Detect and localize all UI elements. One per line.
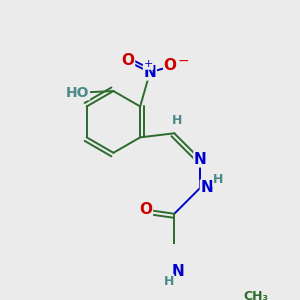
Text: H: H xyxy=(164,275,174,288)
Text: N: N xyxy=(172,264,185,279)
Text: −: − xyxy=(177,54,189,68)
Text: O: O xyxy=(140,202,152,217)
Text: O: O xyxy=(122,52,134,68)
Text: +: + xyxy=(144,59,153,69)
Text: N: N xyxy=(144,65,156,80)
Text: H: H xyxy=(213,173,224,186)
Text: N: N xyxy=(200,180,213,195)
Text: O: O xyxy=(164,58,177,73)
Text: H: H xyxy=(172,114,183,127)
Text: N: N xyxy=(194,152,207,167)
Text: HO: HO xyxy=(66,86,89,100)
Text: CH₃: CH₃ xyxy=(244,290,268,300)
